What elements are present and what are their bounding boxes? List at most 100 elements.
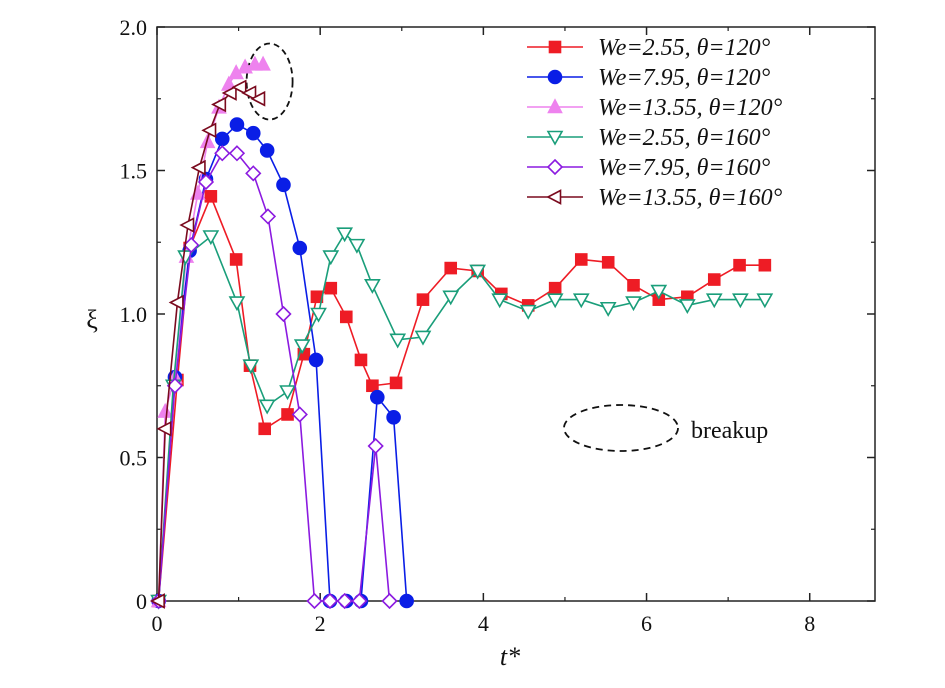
series-4-point — [279, 385, 296, 401]
series-5-point — [214, 145, 231, 162]
x-tick-label: 0 — [152, 611, 163, 636]
legend-label: We=7.95, θ=120° — [598, 65, 771, 91]
series-4-point — [491, 293, 509, 309]
series-5-point — [259, 208, 277, 225]
series-1-point — [444, 261, 458, 275]
breakup-label: breakup — [691, 418, 768, 444]
series-6-point — [221, 85, 237, 101]
legend-label: We=13.55, θ=160° — [598, 185, 783, 211]
series-5 — [150, 145, 398, 610]
legend-label: We=7.95, θ=160° — [598, 155, 771, 181]
series-1-point — [366, 379, 379, 393]
series-4-point — [177, 250, 194, 266]
legend-marker — [547, 69, 563, 85]
series-4-point — [442, 290, 460, 306]
series-2-point — [369, 389, 385, 405]
series-1-point — [627, 278, 640, 292]
series-4-point — [202, 230, 220, 246]
series-2-point — [214, 131, 230, 147]
y-tick-label: 0 — [136, 589, 147, 614]
series-6-point — [168, 294, 184, 311]
series-4-point — [705, 293, 723, 309]
annotation-layer: breakup — [563, 404, 768, 452]
series-4-point — [732, 293, 749, 309]
series-6 — [149, 79, 266, 609]
breakup-legend-ellipse — [563, 404, 679, 452]
series-4-point — [756, 293, 774, 309]
series-5-point — [183, 236, 200, 254]
series-2-point — [292, 240, 308, 256]
series-5-point — [381, 592, 398, 610]
legend-item-4: We=2.55, θ=160° — [527, 125, 771, 151]
series-2-point — [276, 177, 291, 193]
series-2-point — [399, 593, 414, 609]
x-tick-label: 2 — [315, 611, 326, 636]
series-4-point — [469, 264, 487, 280]
series-4-point — [519, 304, 537, 320]
series-4-line — [157, 232, 765, 602]
series-1-point — [258, 422, 272, 436]
series-6-point — [190, 159, 206, 176]
series-2-point — [245, 125, 261, 141]
series-6-point — [201, 122, 217, 139]
series-4-point — [228, 296, 246, 312]
series-4-point — [599, 301, 617, 317]
series-5-point — [291, 406, 308, 423]
axes: 0 2 4 6 8 0 0.5 1.0 1.5 2.0 t* ξ — [86, 15, 876, 671]
series-2-point — [386, 410, 401, 425]
x-tick-label: 4 — [478, 611, 489, 636]
series-4-point — [546, 293, 564, 309]
series-1-point — [204, 190, 218, 203]
legend-item-6: We=13.55, θ=160° — [527, 185, 783, 211]
series-4-point — [678, 299, 696, 315]
y-tick-label: 2.0 — [120, 15, 148, 40]
series-6-point — [250, 90, 266, 107]
series-1-point — [339, 310, 353, 324]
legend-marker — [546, 189, 562, 205]
series-4-point — [258, 399, 276, 415]
legend-item-3: We=13.55, θ=120° — [527, 95, 783, 121]
series-1-point — [758, 258, 772, 272]
series-1-point — [601, 256, 615, 269]
series-5-point — [275, 305, 292, 323]
legend-label: We=2.55, θ=120° — [598, 35, 771, 61]
series-5-point — [228, 145, 246, 162]
series-4 — [150, 227, 774, 610]
series-6-point — [149, 593, 165, 609]
y-axis-label: ξ — [86, 305, 98, 334]
series-1-point — [389, 376, 403, 390]
series-4-point — [348, 238, 366, 254]
legend-marker — [548, 40, 562, 54]
breakup-ellipses — [245, 42, 294, 121]
series-1-point — [354, 353, 368, 367]
legend-item-2: We=7.95, θ=120° — [527, 65, 771, 91]
series-1-point — [229, 253, 243, 266]
x-axis-label: t* — [500, 642, 520, 671]
series-layer — [149, 55, 774, 610]
legend-marker — [547, 98, 563, 114]
y-tick-label: 1.5 — [120, 159, 148, 184]
series-2 — [151, 117, 414, 609]
series-1-point — [281, 408, 294, 421]
legend-marker — [546, 158, 564, 176]
series-4-point — [242, 359, 260, 375]
legend-marker — [546, 130, 564, 146]
legend-label: We=2.55, θ=160° — [598, 125, 771, 151]
series-6-line — [157, 86, 260, 602]
legend-item-1: We=2.55, θ=120° — [527, 35, 771, 61]
legend-item-5: We=7.95, θ=160° — [527, 155, 771, 181]
series-2-point — [308, 352, 324, 368]
series-4-point — [572, 293, 590, 309]
series-6-point — [231, 79, 247, 96]
series-5-point — [245, 165, 262, 182]
legend-label: We=13.55, θ=120° — [598, 95, 783, 121]
series-3-point — [255, 55, 271, 71]
series-4-point — [293, 339, 311, 355]
series-5-point — [367, 437, 384, 455]
series-4-point — [650, 284, 668, 300]
series-1-point — [324, 281, 338, 295]
series-5-point — [197, 173, 215, 191]
series-4-point — [389, 333, 407, 349]
series-1-point — [733, 258, 746, 272]
